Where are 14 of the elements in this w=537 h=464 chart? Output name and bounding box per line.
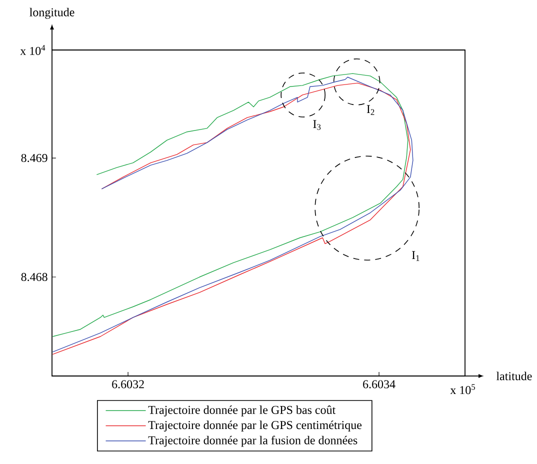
y-tick-label: 8.469 [21, 154, 48, 162]
annotation: I$_{2}$ [366, 105, 374, 115]
legend-label: Trajectoire donnée par le GPS centimétrique [148, 420, 362, 432]
x-tick-label: 6.6032 [112, 380, 144, 388]
y-tick-label: 8.468 [21, 272, 48, 282]
annotation: I$_{1}$ [412, 251, 420, 261]
annotation: I$_{3}$ [313, 120, 321, 130]
text: x 10$^{5}$ [450, 384, 476, 394]
legend-label: Trajectoire donnée par le GPS bas coût [148, 406, 336, 416]
x-tick-label: 6.6034 [363, 380, 396, 388]
text: x 10$^{4}$ [20, 45, 46, 55]
y-axis-title: longitude [30, 8, 74, 19]
x-axis-title: latitude [496, 372, 532, 380]
legend-label: Trajectoire donnée par la fusion de données [148, 436, 358, 447]
